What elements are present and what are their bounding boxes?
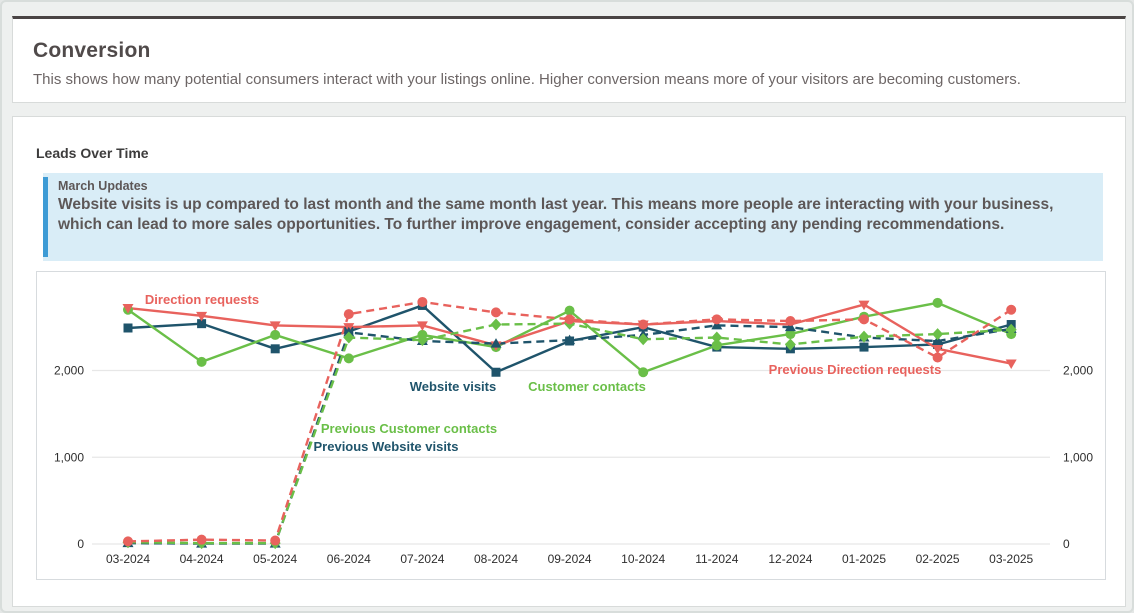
data-point-customer-contacts-05-2024[interactable] — [270, 329, 281, 340]
data-point-website-visits-04-2024[interactable] — [197, 319, 207, 329]
data-point-previous-direction-requests-11-2024[interactable] — [711, 314, 722, 325]
x-axis-label-03-2024: 03-2024 — [106, 552, 150, 566]
data-point-customer-contacts-09-2024[interactable] — [564, 305, 575, 316]
data-point-previous-website-visits-09-2024[interactable] — [564, 334, 576, 345]
data-point-customer-contacts-04-2024[interactable] — [196, 356, 207, 367]
data-point-previous-direction-requests-01-2025[interactable] — [859, 314, 869, 325]
march-updates-note: March Updates Website visits is up compa… — [43, 173, 1103, 261]
note-title: March Updates — [58, 179, 148, 193]
conversion-header-card: Conversion This shows how many potential… — [12, 16, 1126, 103]
x-axis-label-03-2025: 03-2025 — [989, 552, 1033, 566]
series-line-previous-website-visits — [127, 324, 1012, 545]
data-point-previous-direction-requests-02-2025[interactable] — [932, 352, 943, 363]
y-axis-label-right-2000: 2,000 — [1063, 364, 1093, 378]
data-point-previous-customer-contacts-10-2024[interactable] — [637, 333, 649, 346]
data-point-previous-customer-contacts-01-2025[interactable] — [858, 330, 870, 343]
y-axis-label-right-0: 0 — [1063, 537, 1070, 551]
page-title: Conversion — [33, 39, 151, 62]
data-point-previous-customer-contacts-07-2024[interactable] — [416, 334, 428, 347]
data-point-previous-direction-requests-04-2024[interactable] — [196, 534, 207, 545]
data-point-customer-contacts-10-2024[interactable] — [638, 367, 649, 378]
data-point-previous-customer-contacts-12-2024[interactable] — [784, 338, 796, 351]
data-point-direction-requests-05-2024[interactable] — [269, 321, 281, 331]
x-axis-label-02-2025: 02-2025 — [916, 552, 960, 566]
series-label-previous-customer-contacts: Previous Customer contacts — [321, 421, 497, 436]
y-axis-label-left-0: 0 — [77, 537, 84, 551]
data-point-direction-requests-02-2025[interactable] — [932, 344, 944, 355]
x-axis-label-08-2024: 08-2024 — [474, 552, 518, 566]
x-axis-label-07-2024: 07-2024 — [400, 552, 444, 566]
y-axis-label-right-1000: 1,000 — [1063, 450, 1093, 464]
data-point-website-visits-08-2024[interactable] — [491, 367, 501, 377]
x-axis-label-11-2024: 11-2024 — [695, 552, 738, 566]
data-point-previous-customer-contacts-06-2024[interactable] — [343, 331, 355, 344]
data-point-customer-contacts-06-2024[interactable] — [343, 353, 354, 364]
data-point-previous-direction-requests-12-2024[interactable] — [785, 316, 796, 327]
page-description: This shows how many potential consumers … — [33, 71, 1021, 88]
data-point-direction-requests-03-2025[interactable] — [1005, 359, 1017, 370]
y-axis-label-left-2000: 2,000 — [54, 364, 84, 378]
leads-chart-svg: 0 0 1,000 1,000 2,000 2,000 03-2024 04-2024 05-2… — [54, 292, 1093, 566]
series-label-customer-contacts: Customer contacts — [528, 379, 646, 394]
data-point-customer-contacts-02-2025[interactable] — [932, 297, 943, 308]
note-body: Website visits is up compared to last mo… — [58, 196, 1054, 234]
data-point-customer-contacts-12-2024[interactable] — [785, 329, 796, 340]
data-point-previous-direction-requests-10-2024[interactable] — [638, 319, 649, 330]
data-point-previous-website-visits-11-2024[interactable] — [711, 319, 723, 330]
x-axis-label-04-2024: 04-2024 — [180, 552, 224, 566]
x-axis-label-12-2024: 12-2024 — [768, 552, 812, 566]
data-point-previous-customer-contacts-11-2024[interactable] — [711, 331, 723, 344]
x-axis-label-06-2024: 06-2024 — [327, 552, 371, 566]
series-line-previous-customer-contacts — [127, 322, 1012, 545]
data-point-website-visits-01-2025[interactable] — [859, 342, 869, 352]
data-point-website-visits-05-2024[interactable] — [270, 344, 280, 354]
data-point-previous-website-visits-12-2024[interactable] — [784, 321, 796, 332]
x-axis-label-09-2024: 09-2024 — [548, 552, 592, 566]
leads-over-time-chart: 0 0 1,000 1,000 2,000 2,000 03-2024 04-2024 05-2… — [36, 271, 1106, 580]
x-axis-label-10-2024: 10-2024 — [621, 552, 665, 566]
data-point-previous-direction-requests-09-2024[interactable] — [564, 314, 575, 325]
series-label-direction-requests: Direction requests — [145, 292, 259, 307]
series-label-previous-website-visits: Previous Website visits — [314, 439, 459, 454]
leads-over-time-card: Leads Over Time March Updates Website vi… — [12, 116, 1126, 607]
x-axis-label-05-2024: 05-2024 — [253, 552, 297, 566]
data-point-customer-contacts-11-2024[interactable] — [711, 340, 722, 351]
y-axis-label-left-1000: 1,000 — [54, 450, 84, 464]
note-accent-bar — [43, 177, 48, 257]
series-label-website-visits: Website visits — [410, 379, 496, 394]
data-point-previous-direction-requests-07-2024[interactable] — [417, 296, 428, 307]
data-point-website-visits-03-2024[interactable] — [123, 323, 133, 333]
x-axis-label-01-2025: 01-2025 — [842, 552, 886, 566]
data-point-direction-requests-07-2024[interactable] — [416, 321, 428, 331]
data-point-previous-direction-requests-03-2024[interactable] — [123, 536, 133, 547]
data-point-previous-customer-contacts-08-2024[interactable] — [490, 318, 502, 331]
data-point-previous-direction-requests-03-2025[interactable] — [1006, 304, 1017, 315]
data-point-direction-requests-04-2024[interactable] — [196, 311, 208, 322]
data-point-direction-requests-03-2024[interactable] — [122, 304, 134, 314]
series-label-previous-direction-requests: Previous Direction requests — [769, 362, 942, 377]
data-point-previous-website-visits-02-2025[interactable] — [932, 335, 944, 346]
data-point-direction-requests-01-2025[interactable] — [858, 300, 870, 311]
data-point-previous-direction-requests-06-2024[interactable] — [343, 309, 354, 320]
data-point-previous-website-visits-08-2024[interactable] — [490, 338, 502, 348]
data-point-previous-direction-requests-08-2024[interactable] — [491, 307, 501, 318]
data-point-previous-direction-requests-05-2024[interactable] — [270, 535, 281, 546]
data-point-previous-customer-contacts-03-2025[interactable] — [1005, 323, 1017, 336]
chart-title: Leads Over Time — [36, 145, 149, 161]
data-point-previous-customer-contacts-02-2025[interactable] — [932, 328, 944, 341]
